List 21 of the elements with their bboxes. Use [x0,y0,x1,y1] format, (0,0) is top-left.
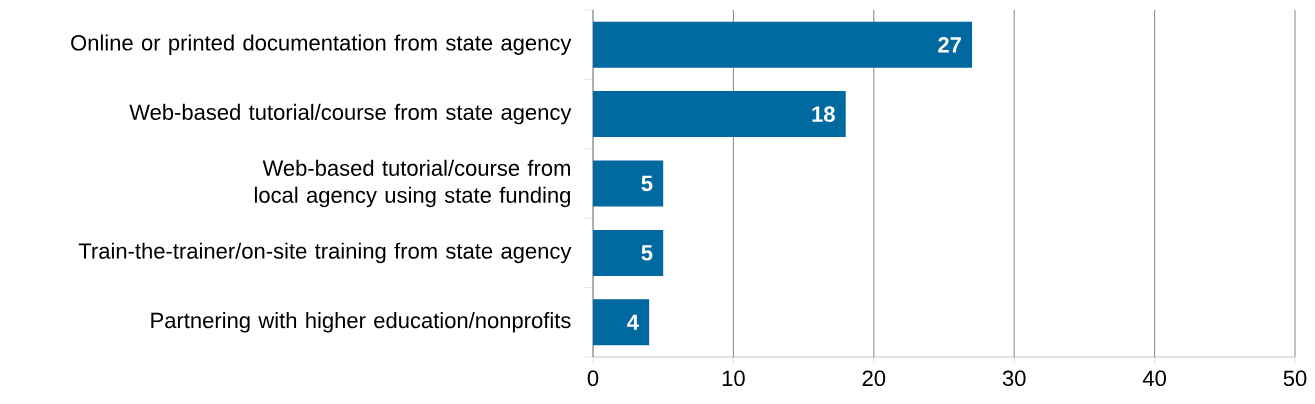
bar [593,160,664,207]
y-tick-label: Web-based tutorial/course from state agency [129,103,572,125]
data-label: 27 [938,37,961,53]
x-tick-label: 20 [862,370,886,387]
bar [593,91,846,138]
data-label: 18 [812,106,835,122]
data-label: 4 [627,314,639,330]
y-tick-label: Web-based tutorial/course from local agency using state funding [254,159,570,208]
x-tick-label: 40 [1142,370,1166,387]
bar [593,299,650,346]
bar [593,21,973,68]
y-tick-label: Partnering with higher education/nonprofits [151,312,571,333]
y-tick-label: Train-the-trainer/on-site training from state agency [78,242,572,264]
bar [593,229,664,276]
x-tick-label: 50 [1283,370,1307,387]
y-tick-label: Online or printed documentation from state agency [71,34,572,55]
data-label: 5 [641,245,653,261]
x-tick-label: 30 [1002,370,1026,387]
data-label: 5 [641,175,653,192]
x-tick-label: 10 [722,370,745,387]
x-tick-label: 0 [587,370,599,387]
